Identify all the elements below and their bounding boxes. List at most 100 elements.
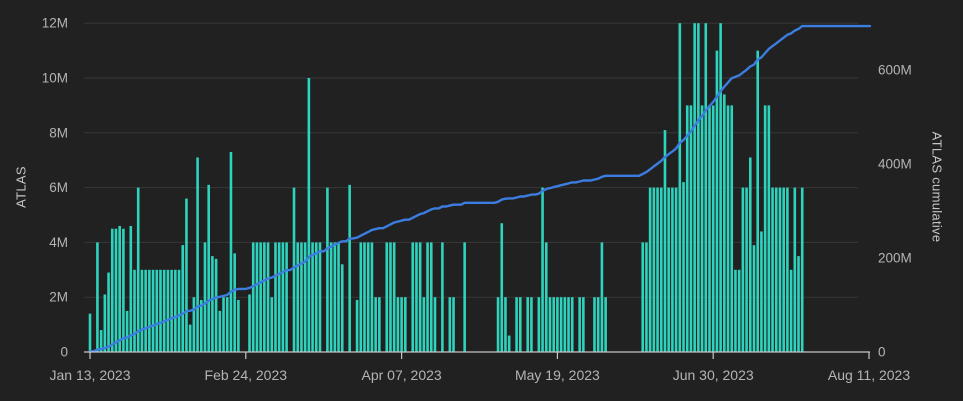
atlas-daily-bar [222, 297, 225, 352]
atlas-daily-bar [674, 187, 678, 352]
atlas-daily-bar [800, 187, 804, 352]
atlas-daily-bar [704, 23, 708, 352]
atlas-daily-bar [214, 258, 218, 352]
atlas-daily-bar [233, 253, 236, 352]
atlas-daily-bar [582, 297, 585, 352]
atlas-daily-bar [263, 242, 266, 352]
atlas-daily-bar [730, 105, 734, 353]
left-axis-tick-label: 8M [49, 125, 68, 140]
atlas-daily-bar [326, 187, 329, 352]
atlas-daily-bar [667, 187, 670, 352]
x-tick-label: Feb 24, 2023 [205, 367, 288, 383]
atlas-daily-bar [118, 225, 121, 352]
atlas-daily-bar [374, 297, 377, 352]
atlas-daily-bar [281, 242, 285, 352]
atlas-daily-bar [463, 242, 466, 352]
atlas-daily-bar [578, 297, 581, 352]
atlas-daily-bar [789, 269, 793, 352]
atlas-daily-bar [745, 187, 748, 352]
atlas-daily-bar [778, 187, 782, 352]
atlas-daily-bar [526, 297, 530, 352]
atlas-daily-bar [225, 297, 229, 352]
atlas-daily-bar [715, 50, 719, 352]
atlas-daily-bar [567, 297, 570, 352]
atlas-daily-bar [452, 297, 455, 352]
atlas-daily-bar [370, 242, 374, 352]
atlas-daily-bar [355, 299, 359, 352]
atlas-daily-bar [266, 242, 270, 352]
atlas-daily-bar [259, 242, 262, 352]
atlas-daily-bar [133, 269, 136, 352]
atlas-daily-bar [162, 269, 166, 352]
atlas-daily-bar [303, 242, 307, 352]
atlas-daily-bar [211, 256, 214, 352]
atlas-daily-bar [348, 184, 351, 352]
atlas-daily-bar [544, 242, 548, 352]
atlas-daily-bar [719, 23, 722, 352]
right-axis-tick-label: 400M [878, 157, 912, 172]
atlas-daily-bar [659, 187, 663, 352]
atlas-daily-bar [99, 330, 103, 352]
atlas-daily-bar [723, 94, 726, 352]
atlas-daily-bar [648, 187, 652, 352]
atlas-daily-bar [515, 297, 518, 352]
atlas-daily-bar [748, 157, 752, 352]
atlas-daily-bar [203, 242, 207, 352]
atlas-daily-bar [378, 297, 381, 352]
atlas-daily-bar [285, 242, 288, 352]
atlas-daily-bar [793, 187, 797, 352]
atlas-daily-bar [392, 242, 396, 352]
atlas-daily-bar [433, 297, 437, 352]
atlas-daily-bar [752, 245, 756, 352]
atlas-daily-bar [737, 269, 741, 352]
atlas-daily-bar [556, 297, 559, 352]
atlas-daily-bar [700, 105, 704, 353]
atlas-daily-bar [767, 105, 771, 353]
atlas-daily-bar [559, 297, 563, 352]
atlas-daily-bar [270, 297, 274, 352]
atlas-daily-bar [496, 297, 500, 352]
atlas-daily-bar [656, 187, 659, 352]
atlas-daily-bar [641, 242, 645, 352]
atlas-daily-bar [96, 242, 99, 352]
atlas-daily-bar [530, 297, 533, 352]
atlas-daily-bar [237, 299, 240, 352]
atlas-daily-bar [218, 310, 222, 352]
atlas-daily-bar [188, 324, 192, 352]
atlas-daily-bar [385, 242, 389, 352]
left-axis-tick-label: 12M [42, 16, 68, 31]
x-tick-label: Jan 13, 2023 [50, 367, 131, 383]
atlas-daily-bar [552, 297, 555, 352]
atlas-daily-bar [181, 245, 185, 352]
atlas-daily-bar [366, 242, 370, 352]
atlas-daily-bar [774, 187, 778, 352]
atlas-daily-bar [726, 105, 730, 353]
atlas-daily-bar [318, 242, 322, 352]
atlas-daily-bar [311, 242, 314, 352]
atlas-daily-bar [129, 225, 133, 352]
atlas-daily-bar [697, 23, 700, 352]
atlas-daily-bar [177, 269, 181, 352]
left-axis-tick-label: 2M [49, 290, 68, 305]
atlas-daily-bar [504, 297, 507, 352]
atlas-daily-bar [404, 297, 407, 352]
atlas-daily-bar [563, 297, 567, 352]
atlas-daily-bar [604, 297, 607, 352]
atlas-daily-bar [140, 269, 144, 352]
atlas-daily-bar [415, 242, 418, 352]
atlas-daily-bar [110, 228, 114, 352]
atlas-daily-bar [663, 130, 667, 352]
atlas-daily-bar [277, 242, 281, 352]
atlas-daily-bar [274, 242, 277, 352]
atlas-daily-bar [519, 297, 522, 352]
atlas-daily-bar [251, 242, 255, 352]
atlas-daily-bar [296, 242, 300, 352]
atlas-daily-bar [292, 187, 296, 352]
atlas-daily-bar [411, 242, 415, 352]
atlas-daily-bar [170, 269, 173, 352]
atlas-daily-bar [340, 264, 344, 352]
atlas-daily-bar [682, 182, 685, 352]
atlas-daily-bar [337, 242, 340, 352]
atlas-daily-bar [159, 269, 162, 352]
